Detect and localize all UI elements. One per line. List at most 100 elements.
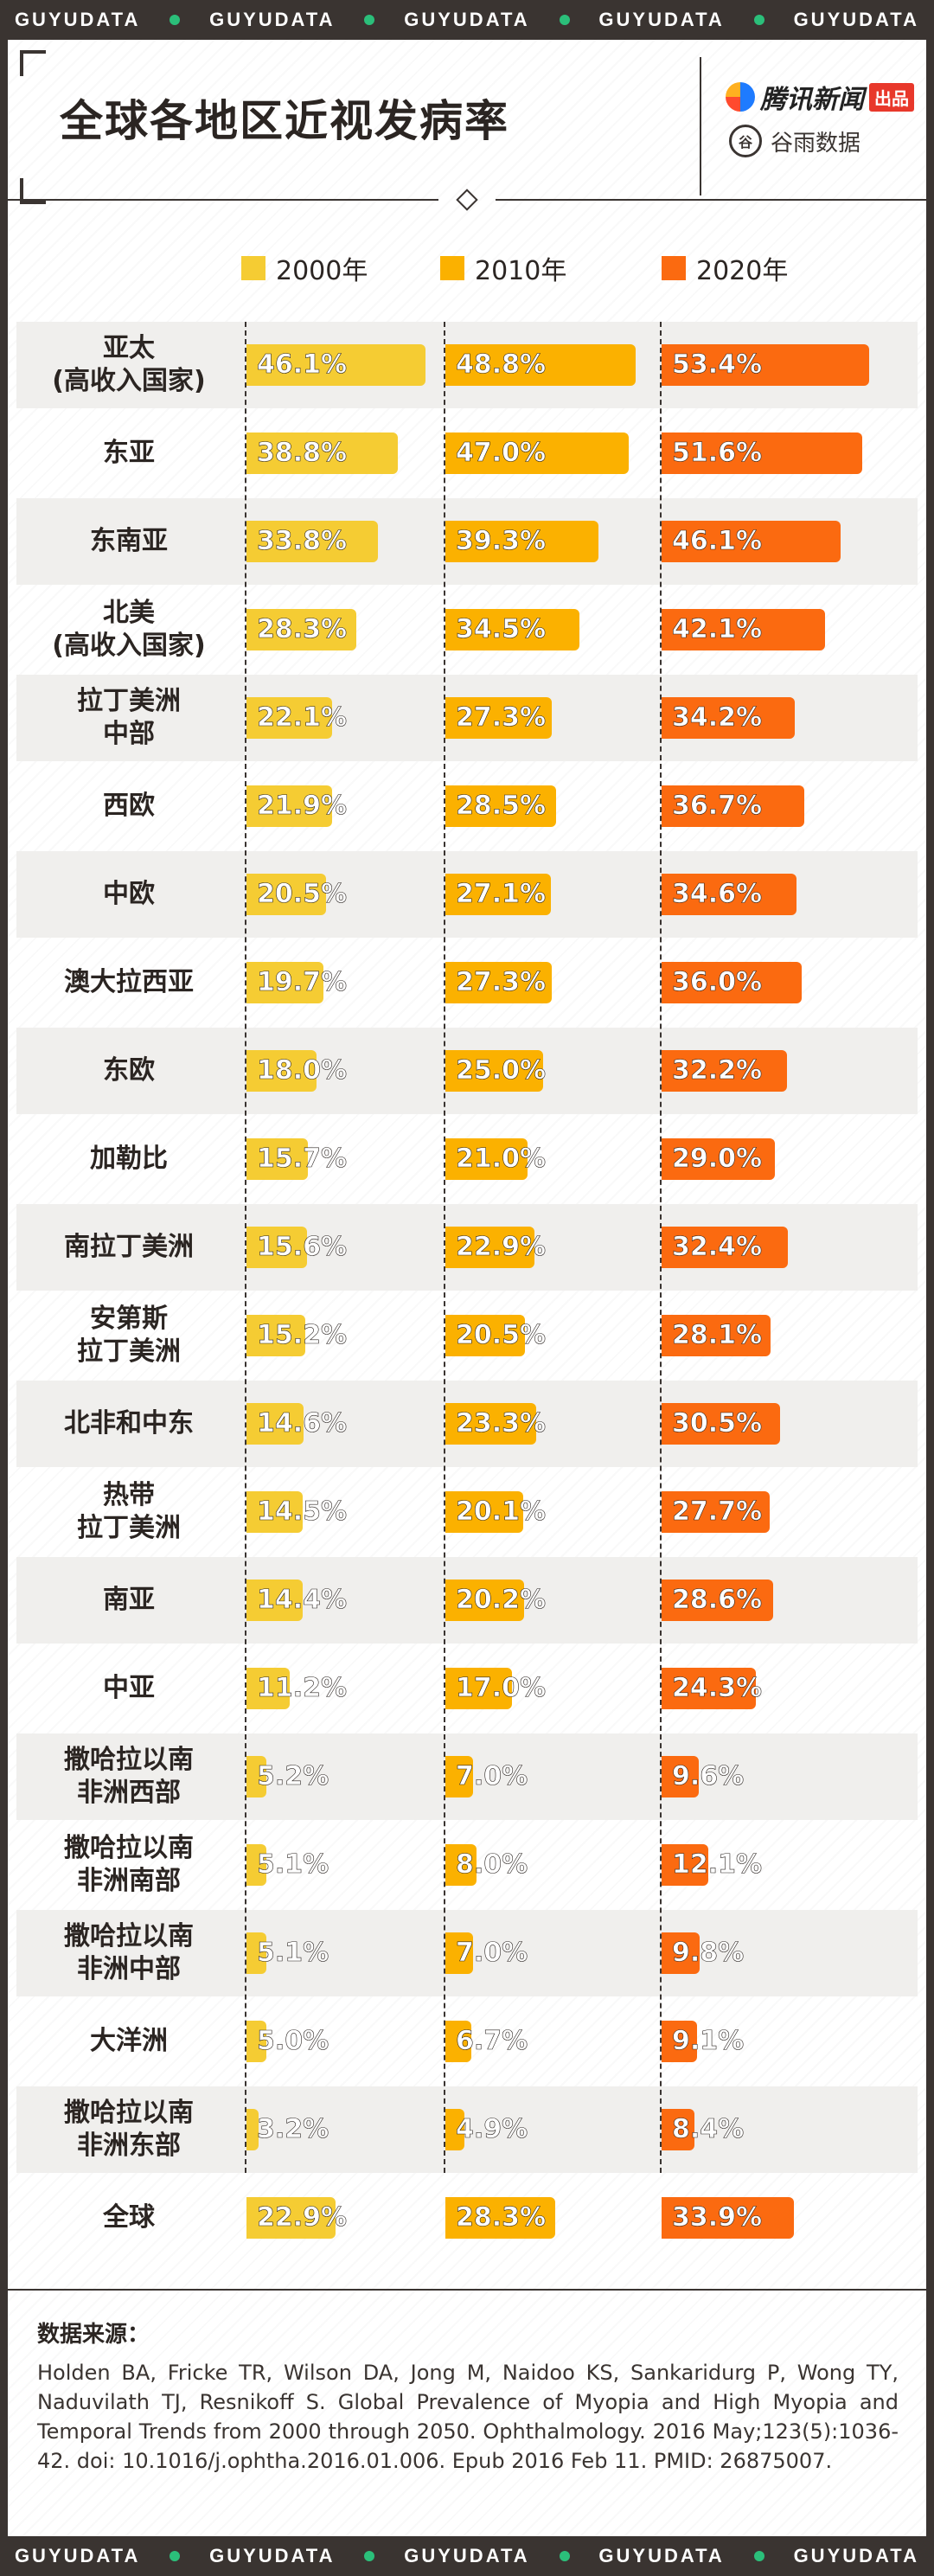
bar xyxy=(445,1844,477,1886)
strip-text: GUYUDATA xyxy=(14,2545,141,2566)
data-label: 22.1% xyxy=(257,702,348,734)
chart-row: 中亚 11.2% 17.0% 24.3% xyxy=(16,1645,918,1732)
bar xyxy=(662,344,870,386)
strip-text: GUYUDATA xyxy=(209,2545,336,2566)
bar xyxy=(662,433,863,474)
bar xyxy=(445,785,557,827)
bottom-brand-strip: GUYUDATA GUYUDATA GUYUDATA GUYUDATA GUYU… xyxy=(0,2536,934,2576)
source-separator xyxy=(8,2289,926,2291)
data-label: 6.7% xyxy=(456,2026,528,2057)
category-label: 东欧 xyxy=(103,1055,155,1086)
category-label: 安第斯 拉丁美洲 xyxy=(77,1304,181,1367)
strip-text: GUYUDATA xyxy=(14,9,141,30)
data-label: 9.8% xyxy=(672,1938,745,1969)
chart-row: 撒哈拉以南 非洲中部 5.1% 7.0% 9.8% xyxy=(16,1910,918,1996)
data-label: 22.9% xyxy=(257,2202,348,2233)
bar xyxy=(662,785,805,827)
bar xyxy=(445,962,552,1003)
data-label: 42.1% xyxy=(672,614,763,645)
data-label: 23.3% xyxy=(456,1408,547,1439)
baseline-dashed-line xyxy=(444,322,445,2173)
legend-label: 2000年 xyxy=(276,256,368,286)
bar xyxy=(662,962,802,1003)
category-label: 东南亚 xyxy=(90,526,168,556)
data-label: 47.0% xyxy=(456,438,547,469)
bar xyxy=(662,1315,771,1356)
chart-row: 撒哈拉以南 非洲东部 3.2% 4.9% 8.4% xyxy=(16,2086,918,2173)
strip-text: GUYUDATA xyxy=(209,9,336,30)
data-label: 27.7% xyxy=(672,1496,763,1528)
bar xyxy=(246,1668,291,1709)
data-label: 9.6% xyxy=(672,1761,745,1792)
bar xyxy=(246,1491,304,1533)
data-label: 28.3% xyxy=(257,614,348,645)
chart-legend: 2000年 2010年 2020年 xyxy=(8,249,926,287)
data-label: 3.2% xyxy=(257,2114,329,2145)
bar xyxy=(246,785,332,827)
data-label: 36.7% xyxy=(672,791,763,822)
data-label: 19.7% xyxy=(257,967,348,998)
data-label: 21.0% xyxy=(456,1144,547,1175)
bar xyxy=(662,1844,709,1886)
data-label: 27.3% xyxy=(456,967,547,998)
bar xyxy=(662,1580,773,1621)
bar xyxy=(445,697,552,739)
category-label: 撒哈拉以南 非洲东部 xyxy=(64,2098,194,2161)
bar xyxy=(445,1403,536,1445)
category-label: 西欧 xyxy=(103,791,155,821)
bar xyxy=(445,1315,526,1356)
bar xyxy=(445,1050,543,1092)
legend-swatch xyxy=(662,256,686,280)
dot-icon xyxy=(753,15,764,25)
source-title: 数据来源： xyxy=(37,2322,150,2348)
header-rule xyxy=(496,199,926,201)
category-label: 南亚 xyxy=(103,1585,155,1615)
data-label: 32.2% xyxy=(672,1055,763,1086)
category-label: 北美 (高收入国家) xyxy=(52,598,206,661)
tencent-news-name: 腾讯新闻 xyxy=(760,85,864,115)
dot-icon xyxy=(559,15,570,25)
source-citation: Holden BA, Fricke TR, Wilson DA, Jong M,… xyxy=(37,2361,899,2473)
category-label: 大洋洲 xyxy=(90,2026,168,2056)
category-label: 撒哈拉以南 非洲中部 xyxy=(64,1921,194,1984)
bar xyxy=(445,2109,465,2150)
chart-row: 加勒比 15.7% 21.0% 29.0% xyxy=(16,1116,918,1202)
bar xyxy=(246,2197,336,2239)
chart-row: 北美 (高收入国家) 28.3% 34.5% 42.1% xyxy=(16,586,918,673)
data-label: 20.5% xyxy=(456,1320,547,1351)
bar xyxy=(246,2021,266,2062)
strip-text: GUYUDATA xyxy=(793,2545,919,2566)
bar xyxy=(662,1932,700,1974)
dot-icon xyxy=(364,2551,375,2561)
data-label: 20.2% xyxy=(456,1585,547,1616)
strip-text: GUYUDATA xyxy=(793,9,919,30)
bar xyxy=(246,697,333,739)
dot-icon xyxy=(170,2551,181,2561)
data-label: 7.0% xyxy=(456,1761,528,1792)
bar xyxy=(246,1315,306,1356)
bar xyxy=(445,344,636,386)
legend-entry: 2020年 xyxy=(662,249,788,287)
bar xyxy=(445,2021,472,2062)
data-label: 14.5% xyxy=(257,1496,348,1528)
data-label: 5.1% xyxy=(257,1938,329,1969)
strip-text: GUYUDATA xyxy=(404,2545,530,2566)
data-label: 34.6% xyxy=(672,879,763,910)
category-label: 南拉丁美洲 xyxy=(64,1232,194,1262)
bar xyxy=(662,1491,770,1533)
data-label: 15.7% xyxy=(257,1144,348,1175)
bar xyxy=(246,962,323,1003)
legend-label: 2010年 xyxy=(475,256,567,286)
guyu-seal-icon: 谷 xyxy=(729,125,762,157)
category-label: 中欧 xyxy=(103,879,155,909)
bar xyxy=(662,1403,781,1445)
bar xyxy=(662,1668,757,1709)
data-label: 28.5% xyxy=(456,791,547,822)
data-label: 25.0% xyxy=(456,1055,547,1086)
bar xyxy=(445,433,629,474)
bar xyxy=(662,1756,700,1797)
category-label: 中亚 xyxy=(103,1673,155,1703)
data-label: 34.2% xyxy=(672,702,763,734)
bar xyxy=(445,1227,535,1268)
data-label: 12.1% xyxy=(672,1849,763,1881)
